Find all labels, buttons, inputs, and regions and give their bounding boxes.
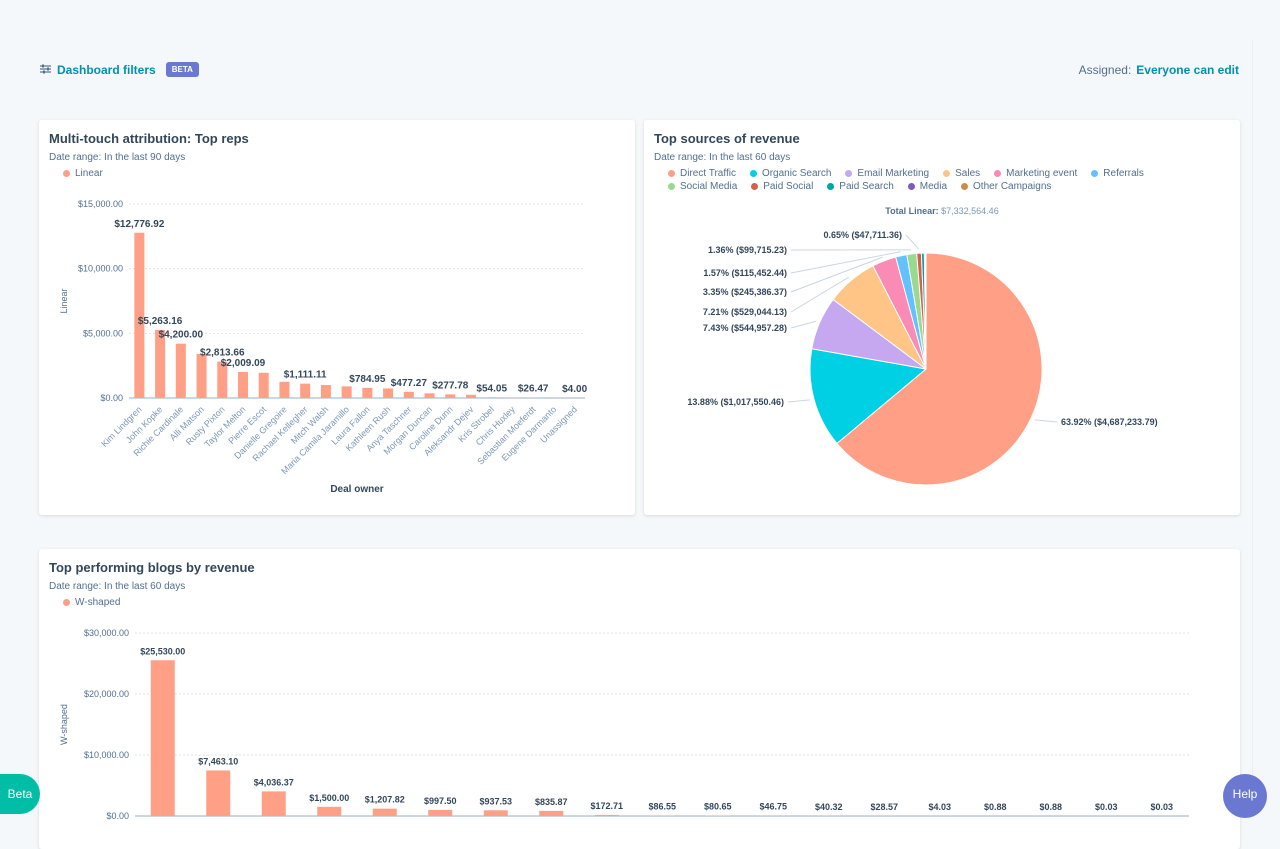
bar: [404, 392, 414, 398]
data-label: $4.00: [562, 384, 587, 395]
y-axis-title: Linear: [59, 288, 69, 313]
assigned-value-link[interactable]: Everyone can edit: [1136, 63, 1239, 77]
bar: [206, 770, 230, 816]
bar: [300, 384, 310, 398]
bar: [484, 810, 508, 816]
data-label: $28.57: [870, 802, 898, 812]
slice-label: 7.21% ($529,044.13): [703, 307, 787, 317]
y-tick-label: $15,000.00: [78, 199, 123, 209]
data-label: $1,111.11: [284, 370, 327, 381]
bar: [317, 807, 341, 816]
dashboard-filters-label: Dashboard filters: [57, 63, 156, 77]
dashboard-filters-button[interactable]: Dashboard filters BETA: [40, 62, 199, 77]
bar: [238, 372, 248, 398]
data-label: $277.78: [432, 380, 469, 391]
bar: [650, 815, 674, 816]
assigned-info: Assigned: Everyone can edit: [1079, 63, 1239, 77]
y-tick-label: $10,000.00: [78, 264, 123, 274]
bar: [262, 791, 286, 816]
data-label: $0.88: [1039, 802, 1062, 812]
data-label: $2,009.09: [221, 358, 266, 369]
connector-line: [788, 400, 810, 402]
bar: [445, 394, 455, 398]
y-tick-label: $30,000.00: [84, 628, 129, 638]
slice-label: 3.35% ($245,386.37): [703, 287, 787, 297]
bar: [342, 386, 352, 398]
slice-label: 1.36% ($99,715.23): [708, 245, 787, 255]
data-label: $0.03: [1150, 802, 1173, 812]
data-label: $0.03: [1095, 802, 1118, 812]
bar: [595, 815, 619, 816]
y-tick-label: $20,000.00: [84, 689, 129, 699]
revenue-sources-card: Top sources of revenue Date range: In th…: [644, 120, 1240, 515]
slice-label: 7.43% ($544,957.28): [703, 323, 787, 333]
data-label: $5,263.16: [138, 316, 183, 327]
bar: [259, 373, 269, 398]
data-label: $477.27: [391, 378, 428, 389]
beta-badge: BETA: [166, 62, 199, 77]
data-label: $784.95: [349, 374, 386, 385]
revenue-pie-chart: 63.92% ($4,687,233.79) 13.88% ($1,017,550…: [644, 120, 1240, 515]
data-label: $4,200.00: [159, 330, 204, 341]
data-label: $1,500.00: [309, 793, 349, 803]
top-bar: [0, 0, 1280, 40]
data-label: $172.71: [590, 801, 623, 811]
x-axis-title: Deal owner: [330, 484, 383, 495]
scrollbar[interactable]: [1252, 40, 1280, 813]
data-label: $937.53: [479, 796, 512, 806]
bar: [176, 344, 186, 398]
bar: [362, 388, 372, 398]
slice-label: 63.92% ($4,687,233.79): [1061, 417, 1158, 427]
help-button[interactable]: Help: [1223, 774, 1267, 818]
connector-line: [906, 235, 919, 249]
data-label: $2,813.66: [200, 348, 245, 359]
data-label: $4.03: [928, 802, 951, 812]
bar: [425, 393, 435, 398]
blogs-card: Top performing blogs by revenue Date ran…: [39, 549, 1240, 849]
data-label: $26.47: [518, 384, 549, 395]
bar: [151, 660, 175, 816]
data-label: $86.55: [648, 801, 676, 811]
slice-label: 1.57% ($115,452.44): [703, 268, 787, 278]
beta-button[interactable]: Beta: [0, 774, 40, 814]
bar: [279, 382, 289, 398]
data-label: $25,530.00: [140, 646, 185, 656]
bar: [373, 809, 397, 816]
data-label: $40.32: [815, 802, 843, 812]
data-label: $7,463.10: [198, 756, 238, 766]
y-axis-title: W-shaped: [59, 704, 69, 745]
data-label: $997.50: [424, 796, 457, 806]
top-reps-chart: $0.00 $5,000.00 $10,000.00 $15,000.00 Linear…: [39, 120, 635, 515]
connector-line: [791, 321, 816, 328]
blogs-chart: $0.00$10,000.00$20,000.00$30,000.00W-sha…: [39, 549, 1240, 849]
top-reps-card: Multi-touch attribution: Top reps Date r…: [39, 120, 635, 515]
data-label: $4,036.37: [254, 777, 294, 787]
data-label: $54.05: [476, 383, 507, 394]
bar: [321, 385, 331, 398]
connector-line: [1035, 420, 1057, 422]
data-label: $12,776.92: [114, 219, 164, 230]
data-label: $1,207.82: [365, 795, 405, 805]
slice-label: 0.65% ($47,711.36): [823, 230, 902, 240]
bar: [487, 397, 497, 398]
assigned-label: Assigned:: [1079, 63, 1132, 77]
filter-sliders-icon: [40, 63, 51, 77]
data-label: $0.88: [984, 802, 1007, 812]
pie-slice: [925, 253, 926, 369]
data-label: $80.65: [704, 802, 732, 812]
bar: [383, 388, 393, 398]
y-tick-label: $5,000.00: [83, 328, 123, 338]
y-tick-label: $0.00: [100, 393, 123, 403]
data-label: $835.87: [535, 797, 568, 807]
data-label: $46.75: [759, 802, 787, 812]
bar: [197, 354, 207, 398]
slice-label: 13.88% ($1,017,550.46): [687, 397, 784, 407]
y-tick-label: $10,000.00: [84, 750, 129, 760]
bar: [466, 395, 476, 398]
bar: [539, 811, 563, 816]
